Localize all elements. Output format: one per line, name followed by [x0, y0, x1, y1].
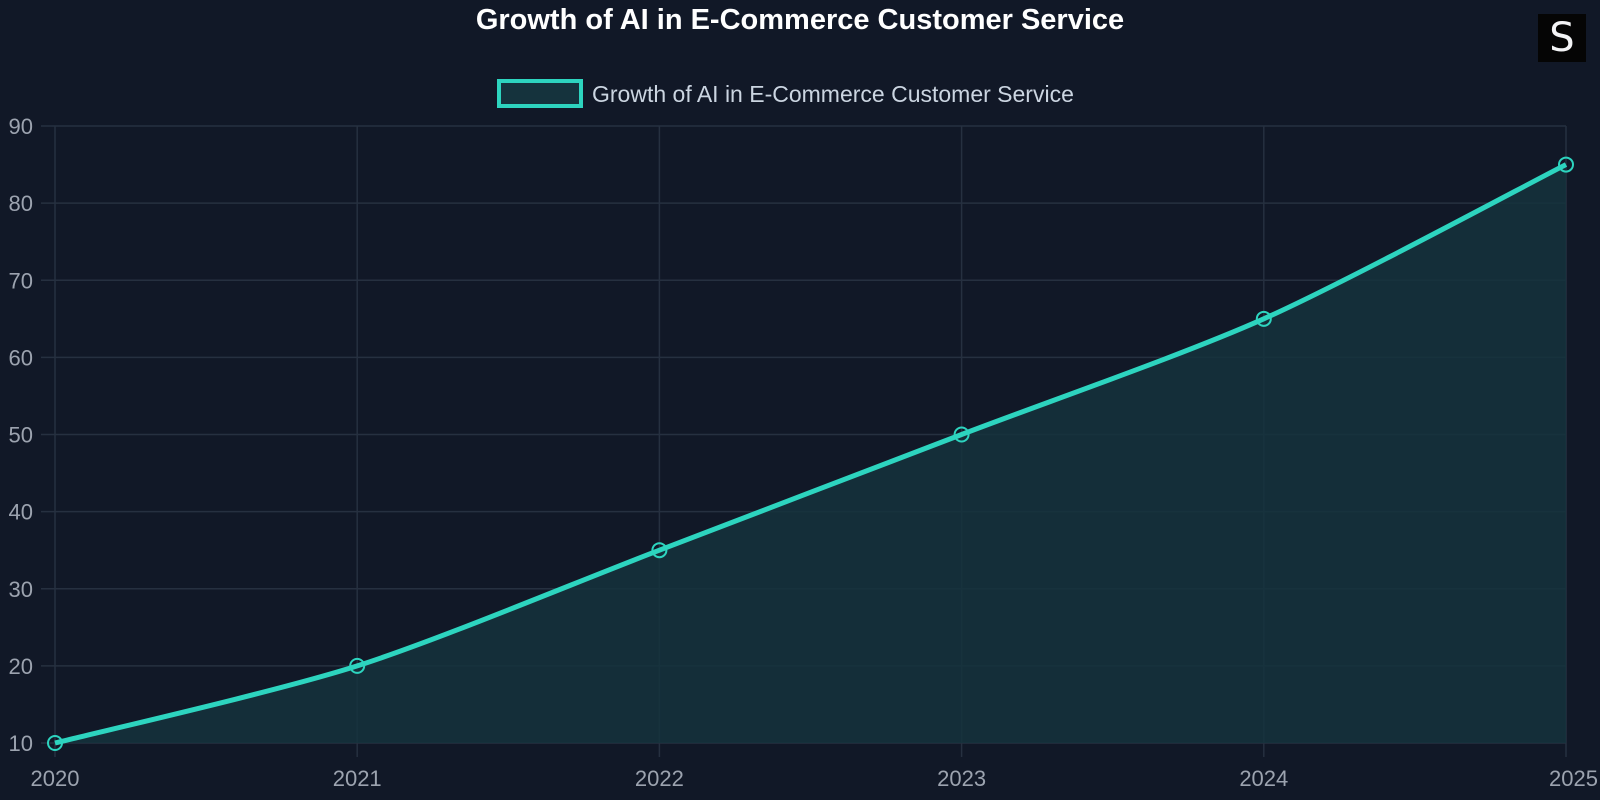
- x-tick-label: 2023: [937, 766, 986, 791]
- x-tick-label: 2022: [635, 766, 684, 791]
- data-point[interactable]: [349, 657, 366, 674]
- data-point[interactable]: [651, 542, 668, 559]
- data-point[interactable]: [1255, 310, 1272, 327]
- data-point[interactable]: [47, 735, 63, 751]
- data-point[interactable]: [953, 426, 970, 443]
- y-tick-label: 10: [9, 731, 33, 756]
- chart-title: Growth of AI in E-Commerce Customer Serv…: [476, 4, 1124, 36]
- y-tick-label: 20: [9, 654, 33, 679]
- x-tick-label: 2020: [31, 766, 80, 791]
- series-area-fill: [55, 164, 1566, 743]
- x-tick-label: 2021: [333, 766, 382, 791]
- y-tick-label: 70: [9, 268, 33, 293]
- legend-swatch: [497, 79, 583, 108]
- data-points: [47, 156, 1574, 751]
- legend[interactable]: Growth of AI in E-Commerce Customer Serv…: [497, 79, 1074, 108]
- y-axis-ticks: 10 20 30 40 50 60 70 80 90: [9, 114, 33, 756]
- y-tick-label: 50: [9, 423, 33, 448]
- y-tick-label: 40: [9, 500, 33, 525]
- x-axis-ticks: 2020 2021 2022 2023 2024 2025: [31, 766, 1598, 791]
- y-tick-label: 60: [9, 345, 33, 370]
- y-tick-label: 80: [9, 191, 33, 216]
- x-tick-label: 2025: [1549, 766, 1598, 791]
- logo: S: [1538, 14, 1586, 62]
- series-line: [54, 162, 1568, 746]
- y-tick-label: 30: [9, 577, 33, 602]
- legend-label: Growth of AI in E-Commerce Customer Serv…: [592, 81, 1074, 107]
- data-point[interactable]: [1558, 156, 1574, 173]
- x-tick-label: 2024: [1239, 766, 1288, 791]
- y-tick-label: 90: [9, 114, 33, 139]
